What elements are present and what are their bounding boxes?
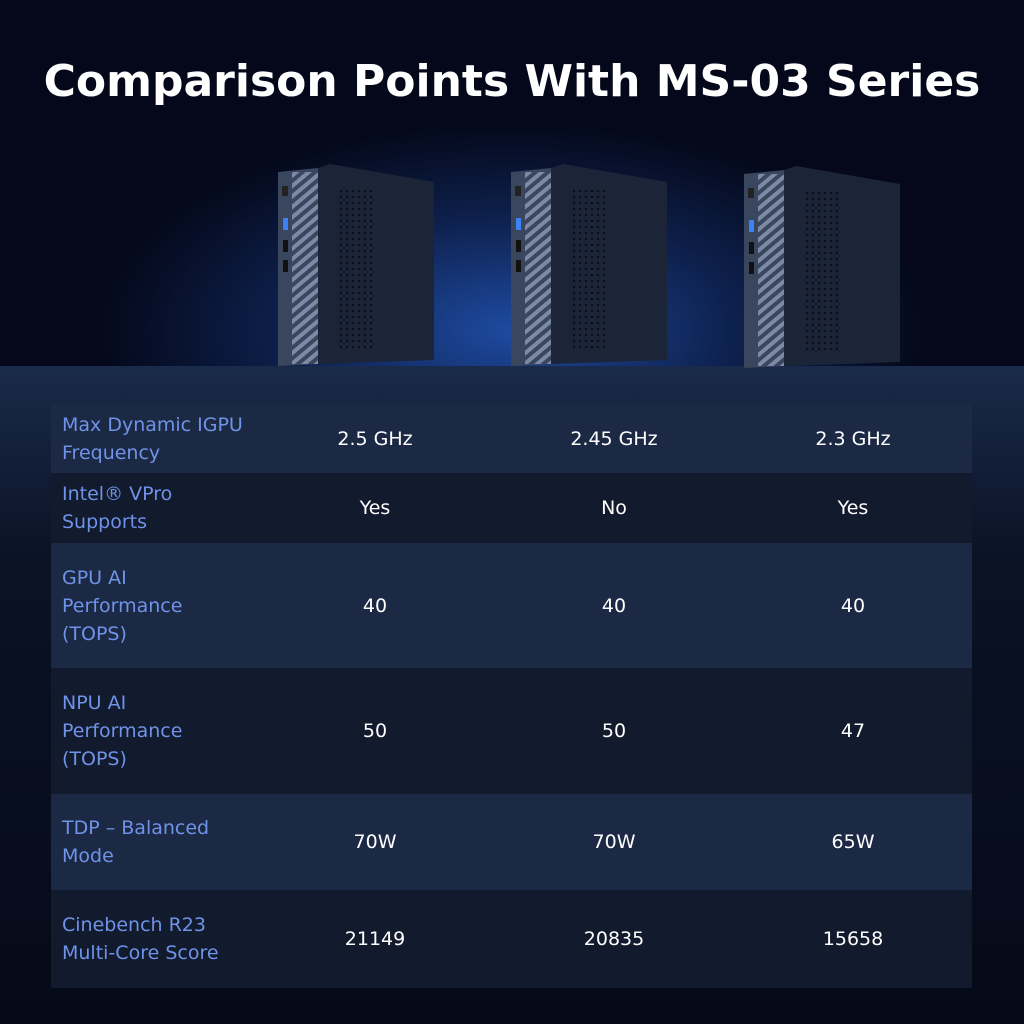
label-line: GPU AI <box>62 566 127 589</box>
cell-value: 47 <box>840 720 866 742</box>
cell-value: Yes <box>837 497 869 519</box>
row-label: NPU AI Performance (TOPS) <box>51 689 282 773</box>
table-row: Intel® VPro Supports Yes No Yes <box>51 473 972 543</box>
cell-value: 2.5 GHz <box>337 427 413 450</box>
cell-value: 2.45 GHz <box>570 427 658 450</box>
label-line: Performance <box>62 720 183 742</box>
label-line: (TOPS) <box>62 622 127 645</box>
cell-value: 50 <box>362 720 388 742</box>
cell-value: Yes <box>359 497 391 519</box>
cell-value: 2.3 GHz <box>815 427 891 450</box>
table-row: Max Dynamic IGPU Frequency 2.5 GHz 2.45 GHz… <box>51 404 972 473</box>
cell-value: No <box>601 497 627 519</box>
title: Comparison Points With MS-03 Series <box>43 56 981 107</box>
row-label: GPU AI Performance (TOPS) <box>51 564 282 648</box>
devices <box>278 164 900 368</box>
label-line: Intel® VPro <box>62 483 173 505</box>
cell-value: 21149 <box>344 928 406 950</box>
table-row: NPU AI Performance (TOPS) 50 50 47 <box>51 668 972 794</box>
cell-value: 70W <box>353 831 397 853</box>
label-line: Mode <box>62 845 114 867</box>
device-image <box>744 166 900 368</box>
label-line: Performance <box>62 594 183 617</box>
cell-value: 15658 <box>822 928 884 950</box>
device-image <box>511 164 667 366</box>
row-label: TDP – Balanced Mode <box>51 814 282 870</box>
table-row: Cinebench R23 Multi-Core Score 21149 20835 1… <box>51 890 972 988</box>
comparison-table: Max Dynamic IGPU Frequency 2.5 GHz 2.45 GHz… <box>51 404 972 988</box>
label-line: Cinebench R23 <box>62 914 206 936</box>
device-image <box>278 164 434 366</box>
label-line: (TOPS) <box>62 748 127 770</box>
label-line: Frequency <box>62 441 161 464</box>
cell-value: 40 <box>601 594 627 617</box>
row-label: Cinebench R23 Multi-Core Score <box>51 911 282 967</box>
table-row: GPU AI Performance (TOPS) 40 40 40 <box>51 543 972 668</box>
label-line: TDP – Balanced <box>62 817 210 839</box>
cell-value: 65W <box>831 831 875 853</box>
label-line: Multi-Core Score <box>62 942 219 964</box>
cell-value: 20835 <box>583 928 645 950</box>
cell-value: 70W <box>592 831 636 853</box>
label-line: Max Dynamic IGPU <box>62 413 243 436</box>
table-row: TDP – Balanced Mode 70W 70W 65W <box>51 794 972 890</box>
row-label: Intel® VPro Supports <box>51 480 282 536</box>
label-line: NPU AI <box>62 692 127 714</box>
label-line: Supports <box>62 511 148 533</box>
row-label: Max Dynamic IGPU Frequency <box>51 411 282 467</box>
cell-value: 50 <box>601 720 627 742</box>
cell-value: 40 <box>362 594 388 617</box>
cell-value: 40 <box>840 594 866 617</box>
